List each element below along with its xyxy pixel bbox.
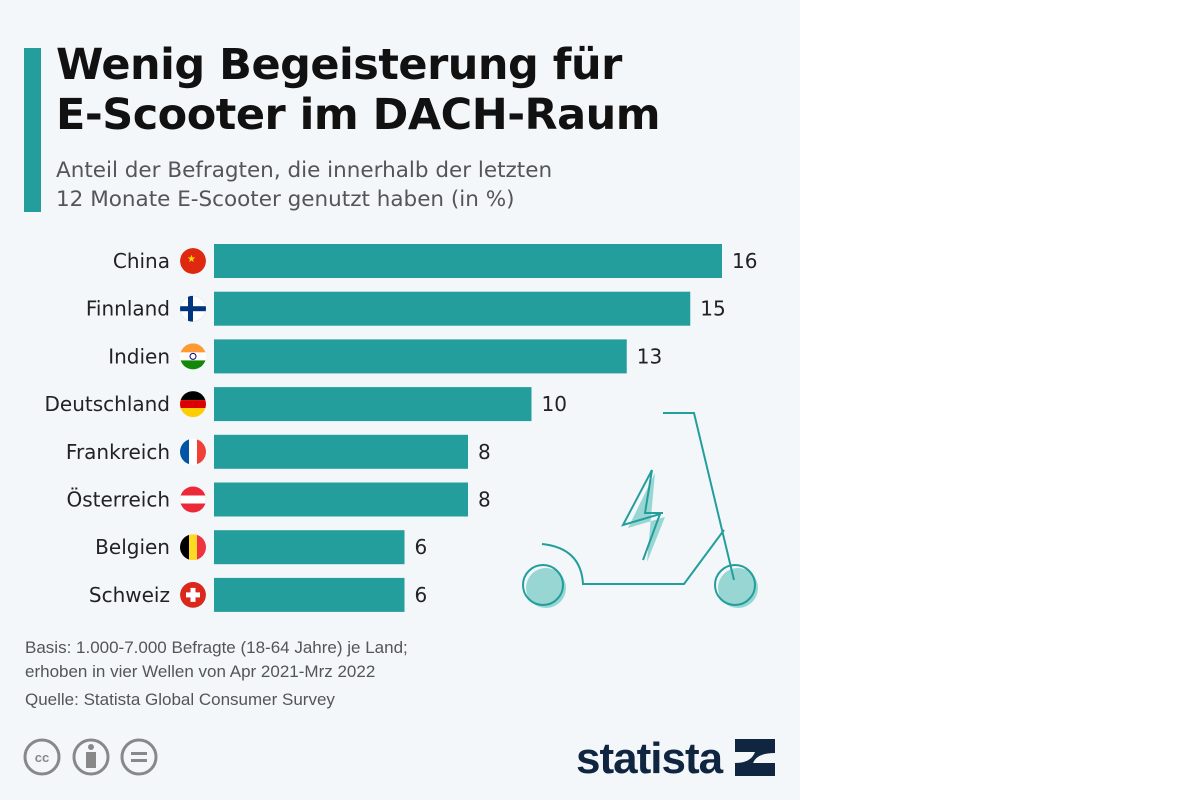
flag-icon-china: ★: [180, 248, 206, 274]
category-label: Belgien: [95, 535, 170, 559]
footnote-period: erhoben in vier Wellen von Apr 2021-Mrz …: [25, 662, 376, 681]
flag-icon-deutschland: [180, 391, 206, 418]
cc-icon: [23, 738, 61, 776]
flag-icon-schweiz: [180, 581, 206, 608]
value-label: 6: [415, 583, 428, 607]
bar-indien: [214, 339, 627, 374]
bar-schweiz: [214, 577, 405, 612]
footnote-basis: Basis: 1.000-7.000 Befragte (18-64 Jahre…: [25, 638, 408, 657]
chart-subtitle: Anteil der Befragten, die innerhalb der …: [56, 156, 552, 214]
bar-frankreich: [214, 434, 468, 469]
value-label: 6: [415, 535, 428, 559]
bar-china: [214, 244, 722, 278]
flag-icon-frankreich: [180, 438, 206, 465]
value-label: 16: [732, 249, 757, 273]
by-icon: [72, 738, 110, 776]
subtitle-line: Anteil der Befragten, die innerhalb der …: [56, 158, 553, 183]
bar-finnland: [214, 291, 691, 326]
svg-text:★: ★: [187, 254, 196, 265]
flag-icon-finnland: [180, 295, 206, 322]
subtitle-line: 12 Monate E-Scooter genutzt haben (in %): [56, 187, 515, 212]
category-label: Frankreich: [66, 440, 170, 464]
statista-logo-mark: [735, 739, 775, 776]
flag-icon-indien: [180, 343, 206, 370]
category-label: Finnland: [86, 297, 170, 321]
value-label: 8: [478, 440, 491, 464]
nd-icon: [120, 738, 158, 776]
category-label: Indien: [108, 344, 170, 368]
bar-deutschland: [214, 387, 532, 422]
accent-bar: [24, 48, 41, 212]
bar-belgien: [214, 530, 405, 565]
chart-title: Wenig Begeisterung für E-Scooter im DACH…: [56, 40, 661, 140]
flag-icon-österreich: [180, 486, 206, 513]
category-label: Schweiz: [89, 583, 170, 607]
statista-logo: statista: [576, 734, 723, 783]
category-label: Deutschland: [45, 392, 171, 416]
svg-text:cc: cc: [35, 750, 49, 765]
value-label: 8: [478, 488, 491, 512]
source-note: Quelle: Statista Global Consumer Survey: [25, 690, 335, 709]
value-label: 10: [542, 392, 567, 416]
flag-icon-belgien: [180, 534, 206, 561]
license-icons: cc: [23, 738, 158, 776]
scooter-illustration: [522, 412, 758, 608]
category-label: China: [113, 249, 170, 273]
bar-österreich: [214, 482, 468, 517]
value-label: 13: [637, 344, 662, 368]
bar-chart: China 16 ★ Finnland 15 Indien 13 Deutschland 10 F…: [45, 244, 758, 612]
category-label: Österreich: [67, 488, 171, 512]
value-label: 15: [700, 297, 725, 321]
